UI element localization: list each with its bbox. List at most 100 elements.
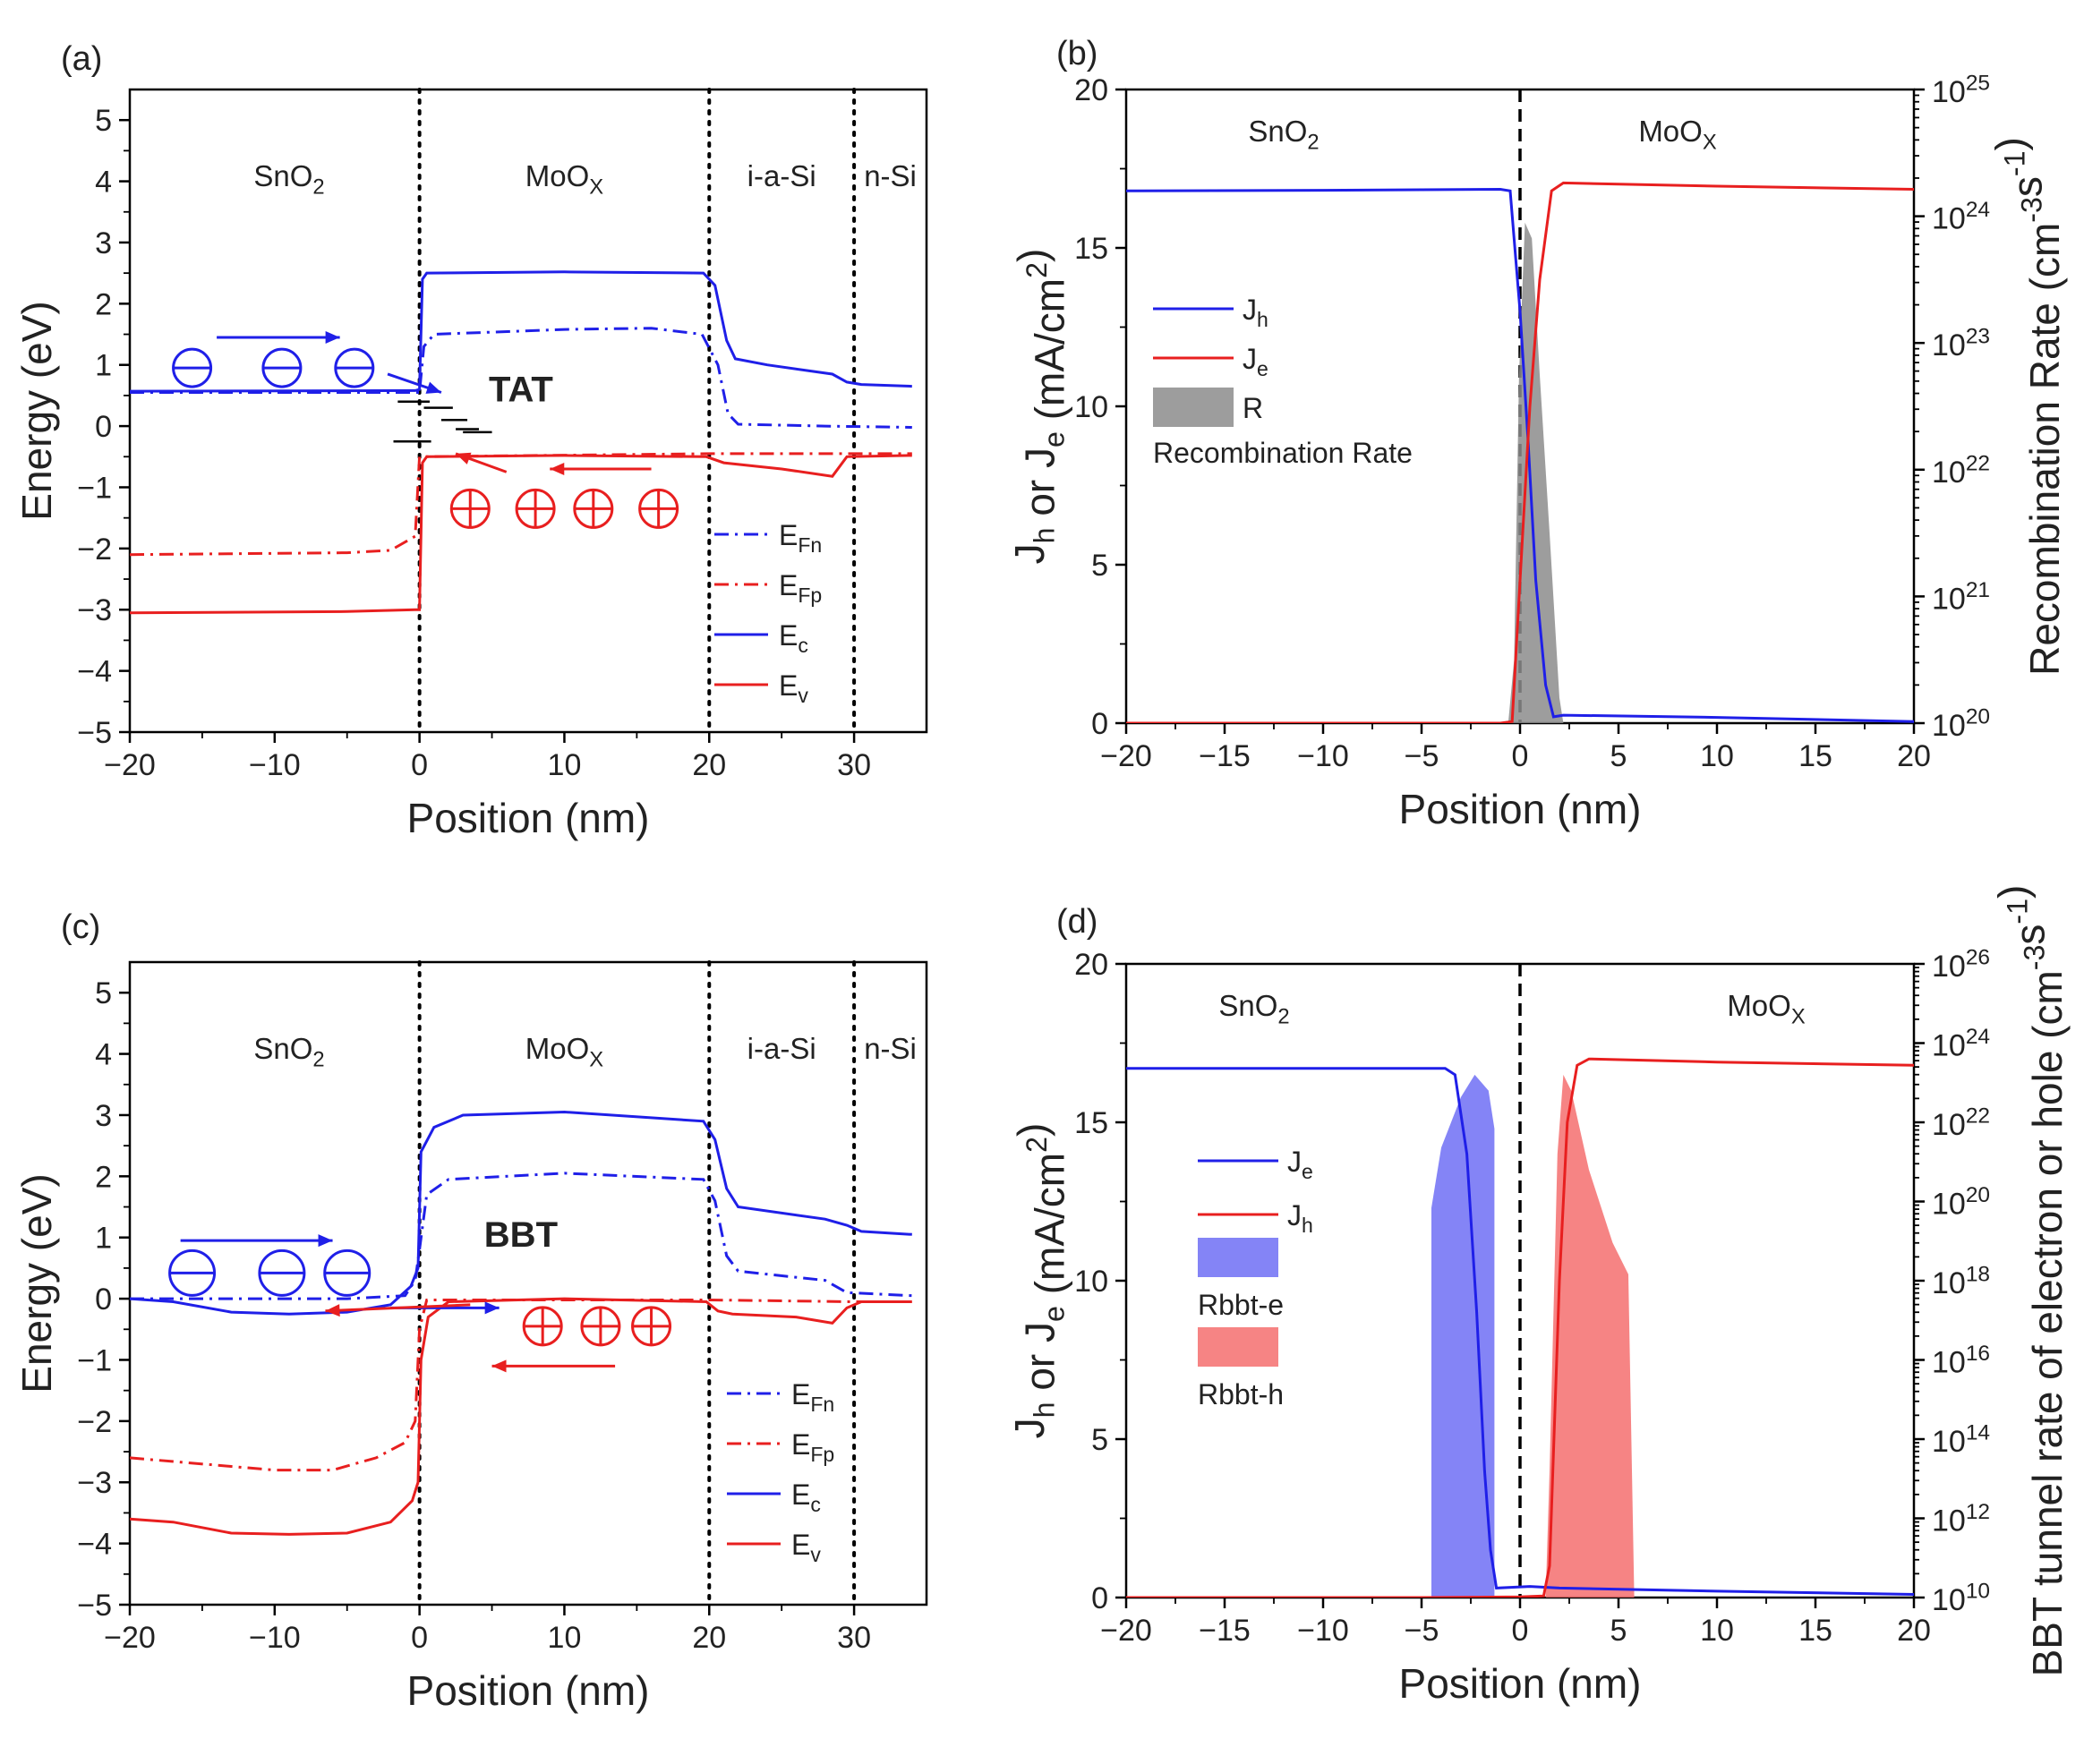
right-tick-label: 1012	[1932, 1500, 1990, 1538]
series-efn	[130, 1172, 912, 1300]
region-label: n-Si	[864, 1032, 917, 1065]
legend-label: EFp	[779, 569, 822, 607]
legend-label: Ev	[791, 1529, 821, 1566]
right-tick-label: 1022	[1932, 451, 1990, 489]
y-tick-label: −4	[77, 1528, 112, 1562]
y-tick-label: 4	[95, 166, 112, 200]
x-tick-label: −20	[1100, 739, 1152, 773]
panel-label: (b)	[1056, 35, 1098, 72]
x-tick-label: 30	[837, 748, 871, 782]
x-tick-label: −5	[1405, 1614, 1439, 1648]
plot-frame	[128, 88, 928, 734]
region-label: MoOX	[1727, 989, 1806, 1028]
legend-label: Ev	[779, 669, 808, 707]
legend-label: R	[1243, 392, 1263, 424]
region-label: i-a-Si	[747, 159, 816, 192]
series-j_e	[1126, 1067, 1914, 1596]
series-group	[1126, 181, 1914, 723]
right-tick-label: 1021	[1932, 578, 1990, 616]
right-tick-label: 1025	[1932, 72, 1990, 109]
right-tick-label: 1020	[1932, 705, 1990, 743]
right-tick-label: 1024	[1932, 198, 1990, 235]
legend-label: Jh	[1243, 294, 1268, 331]
series-efn	[130, 327, 912, 429]
y-tick-label: 3	[95, 1099, 112, 1133]
electron-bbt-arrow-head	[484, 1301, 500, 1315]
right-tick-label: 1022	[1932, 1104, 1990, 1142]
hole-flow-arrow-head	[550, 462, 565, 475]
y-tick-label: 5	[95, 976, 112, 1010]
right-axis-label: BBT tunnel rate of electron or hole (cm-…	[1989, 885, 2071, 1677]
x-tick-label: 10	[1700, 1614, 1734, 1648]
series-group	[1126, 1057, 1914, 1598]
series-group	[130, 270, 912, 615]
y-tick-label: 5	[1091, 549, 1108, 583]
y-tick-label: −5	[77, 1589, 112, 1623]
series-j_h	[1126, 1057, 1914, 1598]
x-tick-label: −10	[1297, 1614, 1349, 1648]
panel-b-current-recombination: −20 −15 −10 −5 0 5 10 15 20 0 5 10 15 20 Position (nm)…	[1006, 35, 2068, 832]
x-tick-label: 20	[692, 1621, 726, 1655]
panel-d-current-bbt-rate: −20 −15 −10 −5 0 5 10 15 20 0 5 10 15 20 Position (nm)…	[1006, 885, 2071, 1707]
series-fill-rbbt-e	[1431, 1074, 1495, 1598]
annotation-label: BBT	[484, 1215, 558, 1255]
y-axis-label: Jh or Je (mA/cm2)	[1006, 249, 1073, 565]
legend-label: EFp	[791, 1428, 834, 1466]
legend-swatch	[1198, 1238, 1278, 1277]
region-label: SnO2	[253, 159, 324, 199]
electron-flow-arrow-head	[325, 330, 340, 344]
x-tick-label: 5	[1610, 1614, 1627, 1648]
y-tick-label: 15	[1074, 232, 1108, 266]
legend-label: Rbbt-h	[1198, 1378, 1284, 1410]
electron-trap-arrow-head	[425, 381, 441, 394]
region-label: SnO2	[1218, 989, 1289, 1028]
y-tick-label: −2	[77, 533, 112, 567]
x-tick-label: −20	[104, 1621, 156, 1655]
series-efp	[130, 452, 912, 557]
series-group	[130, 1110, 912, 1536]
series-fill-rbbt-h	[1545, 1074, 1635, 1598]
series-ev	[130, 1297, 912, 1536]
y-tick-label: −1	[77, 471, 112, 505]
y-tick-label: 20	[1074, 73, 1108, 107]
legend-note: Recombination Rate	[1153, 437, 1413, 469]
legend-label: Je	[1287, 1146, 1313, 1183]
y-tick-label: 0	[1091, 707, 1108, 741]
right-tick-label: 1018	[1932, 1263, 1990, 1300]
x-tick-label: 15	[1798, 739, 1832, 773]
annotation-label: TAT	[489, 371, 553, 410]
legend-label: Je	[1243, 343, 1268, 380]
series-ec	[130, 1110, 912, 1316]
region-label: i-a-Si	[747, 1032, 816, 1065]
y-tick-label: 1	[95, 1222, 112, 1256]
x-tick-label: 0	[411, 748, 428, 782]
y-tick-label: 0	[95, 1283, 112, 1317]
region-label: MoOX	[1638, 115, 1717, 154]
legend-swatch	[1198, 1327, 1278, 1367]
x-tick-label: −10	[1297, 739, 1349, 773]
y-tick-label: 10	[1074, 390, 1108, 424]
plot-frame	[128, 960, 928, 1606]
series-ec	[130, 270, 912, 393]
x-tick-label: 20	[1897, 739, 1931, 773]
legend-swatch	[1153, 388, 1234, 427]
right-tick-label: 1014	[1932, 1421, 1990, 1459]
y-axis-label: Energy (eV)	[13, 1173, 60, 1393]
y-tick-label: 5	[1091, 1423, 1108, 1457]
series-j_h	[1126, 187, 1914, 723]
y-tick-label: −2	[77, 1405, 112, 1439]
y-tick-label: 1	[95, 349, 112, 383]
legend-label: EFn	[779, 519, 822, 557]
y-tick-label: 2	[95, 1160, 112, 1194]
x-tick-label: 15	[1798, 1614, 1832, 1648]
x-tick-label: 0	[1512, 739, 1529, 773]
x-tick-label: −10	[249, 748, 301, 782]
x-tick-label: −15	[1199, 739, 1251, 773]
x-axis-label: Position (nm)	[1399, 1660, 1642, 1707]
y-tick-label: 20	[1074, 948, 1108, 982]
x-tick-label: −15	[1199, 1614, 1251, 1648]
region-label: MoOX	[525, 159, 604, 199]
region-label: SnO2	[1248, 115, 1319, 154]
